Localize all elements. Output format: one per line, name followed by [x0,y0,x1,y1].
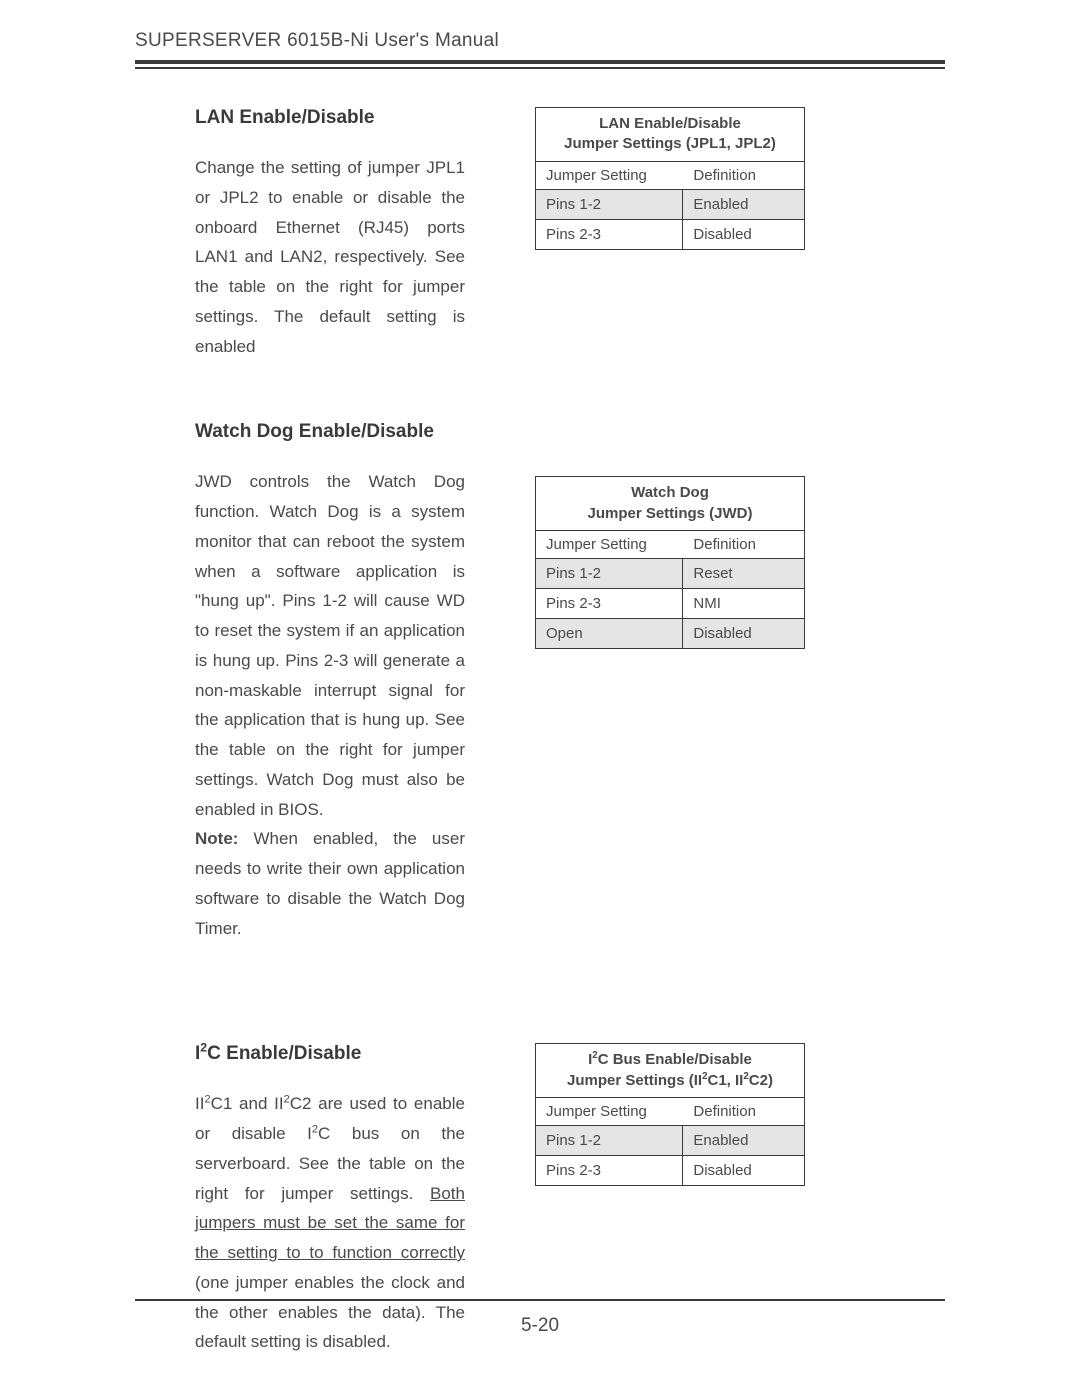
i2c-table-column: I2C Bus Enable/Disable Jumper Settings (… [525,1043,815,1357]
i2c-table-title-2: Jumper Settings (II2C1, II2C2) [567,1072,773,1089]
lan-table-title-2: Jumper Settings (JPL1, JPL2) [564,135,776,152]
wd-table-title-1: Watch Dog [631,484,709,501]
lan-title: LAN Enable/Disable [195,107,465,129]
lan-table-title-1: LAN Enable/Disable [599,115,741,132]
i2c-jumper-table: I2C Bus Enable/Disable Jumper Settings (… [535,1043,805,1186]
section-watchdog: Watch Dog Enable/Disable JWD controls th… [135,421,945,943]
wd-table-columns: Jumper Setting Definition [536,531,804,559]
row-definition: Disabled [683,220,804,249]
row-definition: Disabled [683,619,804,648]
row-definition: Disabled [683,1156,804,1185]
lan-col2: Definition [683,162,804,189]
table-row: Pins 1-2Enabled [536,1126,804,1155]
manual-page: SUPERSERVER 6015B-Ni User's Manual LAN E… [0,0,1080,1357]
lan-body: Change the setting of jumper JPL1 or JPL… [195,153,465,361]
wd-table-column: Watch Dog Jumper Settings (JWD) Jumper S… [525,421,815,943]
lan-table-column: LAN Enable/Disable Jumper Settings (JPL1… [525,107,815,361]
page-number: 5-20 [0,1315,1080,1337]
section-i2c: I2C Enable/Disable II2C1 and II2C2 are u… [135,1043,945,1357]
lan-table-columns: Jumper Setting Definition [536,162,804,190]
row-setting: Pins 1-2 [536,1126,683,1155]
row-definition: NMI [683,589,804,618]
section-lan: LAN Enable/Disable Change the setting of… [135,107,945,361]
row-setting: Pins 2-3 [536,1156,683,1185]
wd-col2: Definition [683,531,804,558]
row-definition: Enabled [683,190,804,219]
i2c-table-rows: Pins 1-2EnabledPins 2-3Disabled [536,1126,804,1185]
row-setting: Pins 2-3 [536,589,683,618]
wd-note-label: Note: [195,829,238,848]
lan-col1: Jumper Setting [536,162,683,189]
i2c-table-columns: Jumper Setting Definition [536,1098,804,1126]
wd-table-title-2: Jumper Settings (JWD) [587,505,752,522]
i2c-text-column: I2C Enable/Disable II2C1 and II2C2 are u… [135,1043,465,1357]
wd-col1: Jumper Setting [536,531,683,558]
row-setting: Pins 2-3 [536,220,683,249]
row-setting: Pins 1-2 [536,190,683,219]
wd-table-rows: Pins 1-2ResetPins 2-3NMIOpenDisabled [536,559,804,648]
row-definition: Reset [683,559,804,588]
table-row: Pins 1-2Reset [536,559,804,588]
lan-table-rows: Pins 1-2EnabledPins 2-3Disabled [536,190,804,249]
wd-text-column: Watch Dog Enable/Disable JWD controls th… [135,421,465,943]
i2c-col2: Definition [683,1098,804,1125]
wd-table-header: Watch Dog Jumper Settings (JWD) [536,477,804,531]
wd-title: Watch Dog Enable/Disable [195,421,465,443]
footer-rule [135,1299,945,1301]
table-row: Pins 2-3Disabled [536,1155,804,1185]
table-row: Pins 2-3NMI [536,588,804,618]
row-setting: Pins 1-2 [536,559,683,588]
table-row: OpenDisabled [536,618,804,648]
i2c-table-header: I2C Bus Enable/Disable Jumper Settings (… [536,1044,804,1098]
lan-text-column: LAN Enable/Disable Change the setting of… [135,107,465,361]
i2c-col1: Jumper Setting [536,1098,683,1125]
lan-table-header: LAN Enable/Disable Jumper Settings (JPL1… [536,108,804,162]
table-row: Pins 2-3Disabled [536,219,804,249]
page-header: SUPERSERVER 6015B-Ni User's Manual [135,30,945,60]
i2c-title: I2C Enable/Disable [195,1043,465,1065]
wd-body: JWD controls the Watch Dog function. Wat… [195,467,465,943]
header-rule [135,60,945,69]
table-row: Pins 1-2Enabled [536,190,804,219]
wd-jumper-table: Watch Dog Jumper Settings (JWD) Jumper S… [535,476,805,649]
header-text: SUPERSERVER 6015B-Ni User's Manual [135,30,499,51]
row-setting: Open [536,619,683,648]
lan-jumper-table: LAN Enable/Disable Jumper Settings (JPL1… [535,107,805,250]
wd-body-main: JWD controls the Watch Dog function. Wat… [195,472,465,818]
i2c-table-title-1: I2C Bus Enable/Disable [588,1051,752,1068]
row-definition: Enabled [683,1126,804,1155]
